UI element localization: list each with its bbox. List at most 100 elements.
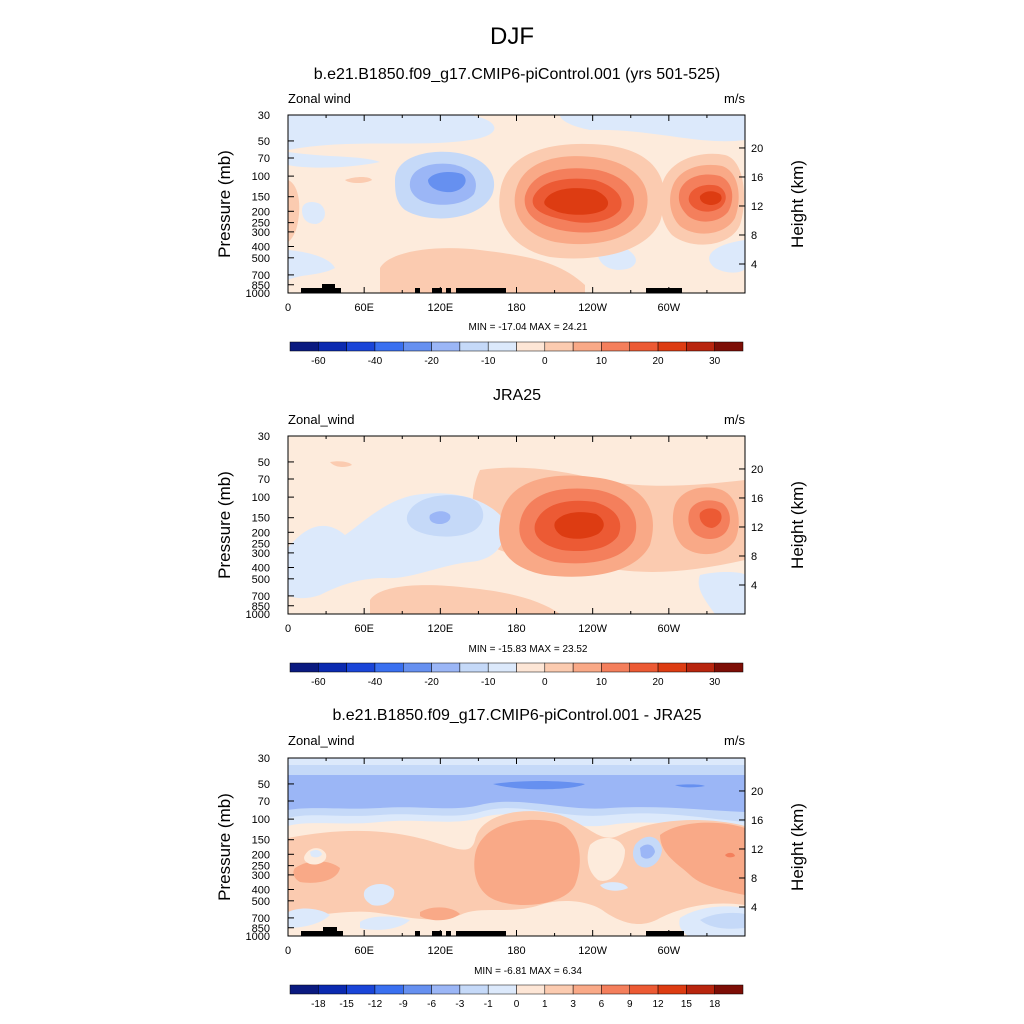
y-right-tick-label: 8 xyxy=(751,551,757,563)
contour-band xyxy=(600,882,628,891)
x-tick-label: 180 xyxy=(507,945,525,957)
y-right-tick-label: 8 xyxy=(751,230,757,242)
contour-band xyxy=(560,115,745,142)
figure-title: DJF xyxy=(490,23,534,50)
colorbar-swatch xyxy=(487,662,517,673)
colorbar-label: 18 xyxy=(709,999,721,1010)
colorbar-label: 1 xyxy=(542,999,548,1010)
colorbar-swatch xyxy=(572,662,602,673)
colorbar-swatch xyxy=(714,984,744,995)
colorbar-label: -60 xyxy=(311,677,326,688)
colorbar-swatch xyxy=(572,341,602,352)
contour-band xyxy=(429,511,451,524)
colorbar-swatch xyxy=(431,662,461,673)
y-tick-label: 70 xyxy=(258,153,270,165)
colorbar-label: 9 xyxy=(627,999,633,1010)
colorbar-swatch xyxy=(374,341,404,352)
y-axis-title: Pressure (mb) xyxy=(215,793,234,901)
y-right-tick-label: 16 xyxy=(751,172,763,184)
min-max-label: MIN = -17.04 MAX = 24.21 xyxy=(469,322,588,333)
contour-band xyxy=(700,912,745,929)
colorbar-swatch xyxy=(601,662,630,673)
contour-band xyxy=(725,852,735,858)
y-tick-label: 300 xyxy=(252,548,270,560)
contour-band xyxy=(699,191,722,205)
contour-band xyxy=(709,240,745,273)
colorbar-label: 3 xyxy=(570,999,576,1010)
colorbar-label: -12 xyxy=(368,999,383,1010)
colorbar-swatch xyxy=(629,984,659,995)
contour-band xyxy=(330,461,352,467)
contour-band xyxy=(363,884,395,906)
contour-band xyxy=(288,115,495,150)
contour-band xyxy=(288,152,380,168)
colorbar-label: 6 xyxy=(599,999,605,1010)
colorbar-swatch xyxy=(544,984,574,995)
colorbar-swatch xyxy=(289,662,319,673)
contour-band xyxy=(474,819,580,905)
x-tick-label: 60E xyxy=(354,302,374,314)
colorbar-swatch xyxy=(459,662,489,673)
colorbar-label: 10 xyxy=(596,356,608,367)
y-tick-label: 400 xyxy=(252,562,270,574)
y-axis-title: Pressure (mb) xyxy=(215,471,234,579)
y-tick-label: 50 xyxy=(258,457,270,469)
y-tick-label: 150 xyxy=(252,192,270,204)
variable-label: Zonal_wind xyxy=(288,733,355,748)
colorbar-label: -60 xyxy=(311,356,326,367)
contour-band xyxy=(587,838,625,881)
y-tick-label: 700 xyxy=(252,913,270,925)
colorbar-label: -3 xyxy=(455,999,464,1010)
y-tick-label: 1000 xyxy=(246,931,270,943)
colorbar-label: -40 xyxy=(368,677,383,688)
colorbar-swatch xyxy=(289,341,319,352)
units-label: m/s xyxy=(724,91,745,106)
colorbar-swatch xyxy=(516,984,546,995)
colorbar-swatch xyxy=(629,341,659,352)
colorbar-swatch xyxy=(374,984,404,995)
contour-band xyxy=(675,784,705,788)
colorbar-swatch xyxy=(487,341,517,352)
contour-field xyxy=(288,115,745,293)
contour-band xyxy=(288,908,330,928)
y-tick-label: 50 xyxy=(258,136,270,148)
contour-band xyxy=(293,861,340,883)
colorbar-label: 20 xyxy=(653,677,665,688)
colorbar-swatch xyxy=(403,984,432,995)
y-tick-label: 250 xyxy=(252,539,270,551)
y-tick-label: 500 xyxy=(252,574,270,586)
colorbar-swatch xyxy=(714,662,744,673)
colorbar-label: 0 xyxy=(542,677,548,688)
contour-field xyxy=(288,436,745,614)
contour-band xyxy=(640,844,655,859)
x-tick-label: 60E xyxy=(354,623,374,635)
y-right-tick-label: 12 xyxy=(751,844,763,856)
colorbar-label: -40 xyxy=(368,356,383,367)
colorbar-swatch xyxy=(318,341,347,352)
contour-band xyxy=(698,571,745,614)
colorbar-swatch xyxy=(544,662,574,673)
contour-band xyxy=(310,849,322,858)
colorbar: -60 -40 -20 -10 0 10 20 30 xyxy=(289,341,744,367)
y-tick-label: 850 xyxy=(252,601,270,613)
colorbar-swatch xyxy=(544,341,574,352)
colorbar-swatch xyxy=(289,984,319,995)
panel-title: JRA25 xyxy=(493,387,541,404)
topography-mask xyxy=(301,284,682,293)
y-tick-label: 700 xyxy=(252,591,270,603)
x-tick-label: 60W xyxy=(658,302,681,314)
x-tick-label: 120E xyxy=(427,623,453,635)
min-max-label: MIN = -6.81 MAX = 6.34 xyxy=(474,966,582,977)
y-right-tick-label: 4 xyxy=(751,580,757,592)
colorbar-swatch xyxy=(403,662,432,673)
x-tick-label: 120W xyxy=(578,623,607,635)
y-right-tick-label: 20 xyxy=(751,143,763,155)
colorbar-label: 30 xyxy=(709,677,721,688)
colorbar-swatch xyxy=(686,662,715,673)
x-tick-label: 0 xyxy=(285,623,291,635)
colorbar-label: -6 xyxy=(427,999,436,1010)
y-tick-label: 250 xyxy=(252,861,270,873)
y-right-tick-label: 20 xyxy=(751,786,763,798)
